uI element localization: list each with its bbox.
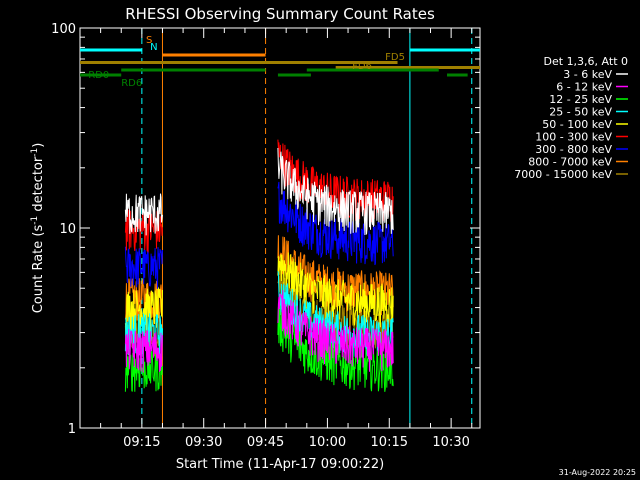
legend-entry-label: 800 - 7000 keV	[528, 156, 612, 169]
chart-title: RHESSI Observing Summary Count Rates	[125, 5, 435, 23]
x-tick-label: 10:30	[432, 435, 469, 450]
axes: 1 10 100 09:15 09:30 09:45 10:00 10:15 10:30	[51, 22, 481, 450]
flag-label: S	[146, 35, 152, 46]
y-tick-label: 100	[51, 22, 76, 37]
y-axis-label-end: )	[31, 143, 46, 148]
legend-entry-label: 100 - 300 keV	[535, 131, 612, 144]
series-3-6-kev-line-0	[124, 193, 163, 236]
flag-label: N	[150, 42, 157, 53]
flags: SN FD5 FD6 RD0 RD6	[80, 35, 480, 89]
series-50-100-kev-line-1	[277, 252, 394, 328]
y-axis-label: Count Rate (s-1 detector-1)	[30, 143, 46, 314]
legend-entry-label: 6 - 12 keV	[556, 81, 612, 94]
legend-entry-label: 50 - 100 keV	[542, 118, 612, 131]
legend-header: Det 1,3,6, Att 0	[544, 55, 628, 68]
flag-label: RD6	[121, 78, 142, 89]
x-tick-label: 10:15	[371, 435, 408, 450]
series-6-12-kev-line-0	[124, 328, 163, 373]
y-tick-label: 1	[68, 422, 76, 437]
y-axis-label-sup1: -1	[30, 216, 40, 225]
series-800-7000-kev-line-0	[124, 278, 163, 323]
x-tick-label: 09:45	[247, 435, 284, 450]
flag-label: FD6	[352, 61, 372, 72]
legend-entry-label: 25 - 50 keV	[549, 106, 612, 119]
legend-entry-label: 3 - 6 keV	[563, 68, 612, 81]
legend-entry-label: 300 - 800 keV	[535, 143, 612, 156]
x-tick-label: 09:30	[185, 435, 222, 450]
legend-entry-label: 12 - 25 keV	[549, 93, 612, 106]
series-3-6-kev-line-1	[277, 147, 394, 236]
legend-entry-label: 7000 - 15000 keV	[514, 168, 612, 181]
y-axis-label-mid: detector	[31, 156, 46, 216]
y-axis-label-main: Count Rate (s	[31, 225, 46, 314]
footer-timestamp: 31-Aug-2022 20:25	[559, 468, 636, 477]
series-300-800-kev-line-0	[124, 246, 163, 289]
y-axis-label-sup2: -1	[30, 148, 40, 157]
y-tick-label: 10	[59, 222, 76, 237]
x-tick-label: 09:15	[123, 435, 160, 450]
x-tick-label: 10:00	[309, 435, 346, 450]
x-axis-label: Start Time (11-Apr-17 09:00:22)	[176, 457, 384, 472]
flag-label: RD0	[88, 70, 109, 81]
series-6-12-kev-line-1	[277, 290, 394, 372]
series-12-25-kev-line-0	[124, 348, 163, 392]
flag-label: FD5	[385, 52, 405, 63]
